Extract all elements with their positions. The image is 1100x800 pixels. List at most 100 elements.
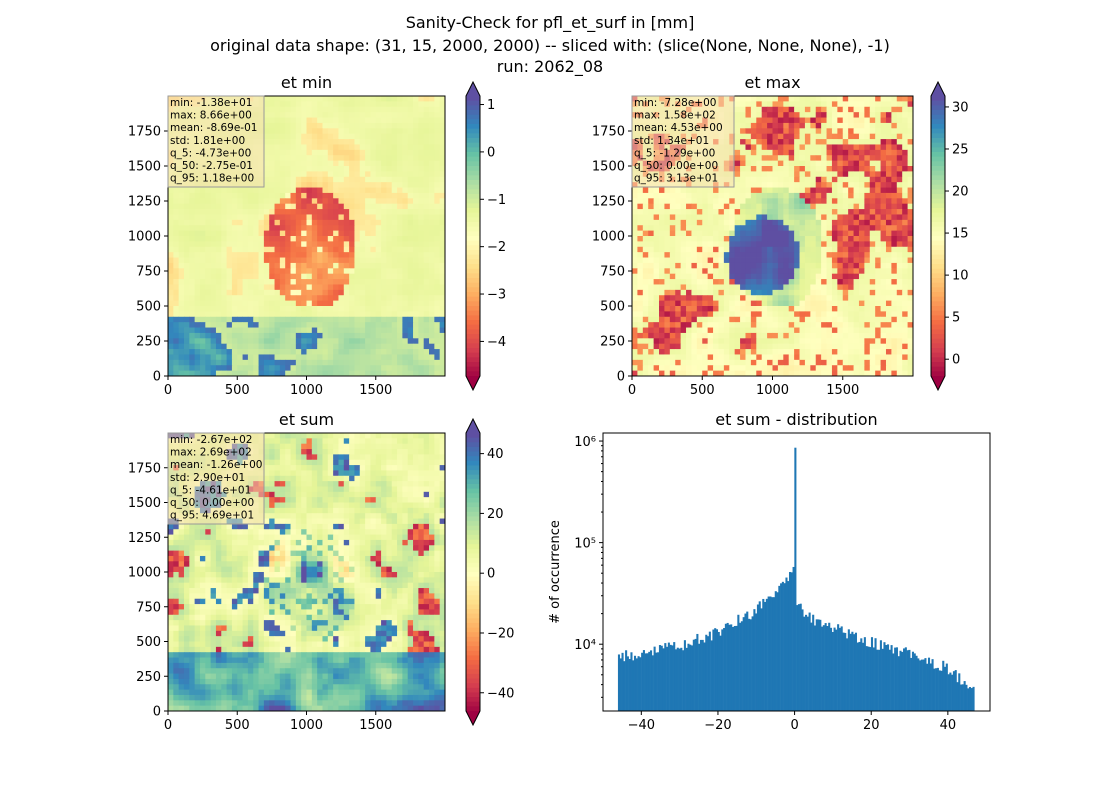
- histogram-bar: [831, 631, 834, 711]
- histogram-bar: [701, 639, 704, 711]
- histogram-bar: [694, 638, 697, 711]
- colorbar-segment: [931, 110, 945, 116]
- colorbar-tick-label: 20: [952, 185, 969, 200]
- histogram-bar: [810, 622, 813, 711]
- colorbar-segment: [466, 119, 480, 125]
- colorbar-segment: [931, 133, 945, 139]
- colorbar-tick-label: 0: [487, 145, 495, 160]
- histogram-bar: [707, 636, 710, 711]
- histogram-bar: [954, 670, 957, 711]
- histogram-bar: [650, 650, 653, 711]
- histogram-bar: [666, 646, 669, 711]
- histogram-bar: [705, 634, 708, 711]
- histogram-bar: [664, 643, 667, 711]
- stats-line: max: 8.66e+00: [170, 110, 252, 122]
- histogram-bar: [913, 653, 916, 711]
- stats-line: q_5: -1.29e+00: [634, 147, 715, 159]
- colorbar-tick-label: −4: [487, 335, 506, 350]
- histogram-bar: [906, 650, 909, 711]
- x-tick-label: 1500: [826, 383, 859, 398]
- colorbar-segment: [466, 282, 480, 288]
- y-tick-label: 250: [136, 335, 161, 350]
- colorbar-segment: [466, 576, 480, 582]
- colorbar-segment: [466, 567, 480, 573]
- y-tick-label: 750: [136, 600, 161, 615]
- colorbar-segment: [931, 310, 945, 316]
- colorbar-segment: [466, 352, 480, 358]
- colorbar-segment: [466, 273, 480, 279]
- histogram-bar: [881, 648, 884, 711]
- colorbar-segment: [466, 544, 480, 550]
- colorbar-segment: [466, 530, 480, 536]
- colorbar-segment: [466, 521, 480, 527]
- colorbar-segment: [466, 622, 480, 629]
- colorbar-segment: [466, 502, 480, 508]
- figure-title-line-1: Sanity-Check for pfl_et_surf in [mm]: [405, 13, 695, 32]
- histogram-bar: [756, 604, 759, 711]
- colorbar-segment: [466, 371, 480, 377]
- colorbar-segment: [931, 371, 945, 377]
- histogram-bar: [933, 668, 936, 711]
- histogram-bar: [721, 629, 724, 711]
- histogram-bar: [676, 647, 679, 711]
- histogram-bar: [910, 657, 913, 711]
- histogram-bar: [726, 622, 729, 711]
- colorbar-segment: [466, 460, 480, 466]
- stats-line: mean: 4.53e+00: [634, 122, 723, 134]
- colorbar-segment: [931, 203, 945, 209]
- colorbar-segment: [466, 301, 480, 307]
- colorbar-segment: [931, 250, 945, 256]
- colorbar-segment: [466, 110, 480, 116]
- histogram-bar: [856, 642, 859, 711]
- histogram-bar: [758, 601, 761, 711]
- histogram-bar: [888, 649, 891, 711]
- histogram-bar: [844, 632, 847, 711]
- histogram-bar: [662, 648, 665, 711]
- histogram-bar: [895, 647, 898, 711]
- histogram-bar: [942, 660, 945, 711]
- histogram-bar: [748, 618, 751, 711]
- stats-line: min: -1.38e+01: [170, 97, 252, 109]
- histogram-bar: [760, 608, 763, 711]
- histogram-bar: [883, 642, 886, 711]
- histogram-bar: [790, 572, 793, 711]
- histogram-bar: [710, 640, 713, 711]
- histogram-bar: [915, 655, 918, 711]
- stats-line: q_5: -4.73e+00: [170, 147, 251, 159]
- colorbar-segment: [466, 240, 480, 246]
- stats-line: std: 2.90e+01: [170, 472, 245, 484]
- colorbar-segment: [466, 646, 480, 652]
- histogram-bar: [908, 649, 911, 711]
- histogram-bar: [945, 663, 948, 711]
- histogram-bar: [641, 652, 644, 711]
- histogram-bar: [621, 652, 624, 711]
- histogram-bar: [894, 647, 897, 711]
- stats-line: q_5: -4.61e+01: [170, 484, 251, 496]
- colorbar-segment: [466, 433, 480, 439]
- histogram-bar: [951, 674, 954, 711]
- histogram-bar: [829, 627, 833, 711]
- histogram-bar: [774, 591, 777, 711]
- histogram-bar: [865, 646, 868, 711]
- y-tick-label: 0: [153, 705, 161, 720]
- colorbar-segment: [931, 268, 945, 274]
- histogram-bar: [799, 603, 802, 711]
- y-tick-label: 1250: [128, 195, 161, 210]
- histogram-bar: [682, 650, 685, 711]
- histogram-bar: [967, 688, 970, 711]
- colorbar-tick-label: 25: [952, 142, 969, 157]
- colorbar-segment: [931, 254, 945, 260]
- histogram-bar: [625, 650, 628, 711]
- histogram-bar: [733, 625, 736, 711]
- colorbar-segment: [466, 189, 480, 195]
- colorbar-segment: [466, 152, 480, 158]
- colorbar-tick-label: 5: [952, 311, 960, 326]
- histogram-bar: [860, 638, 863, 711]
- histogram-bar: [764, 601, 767, 711]
- colorbar-segment: [931, 240, 945, 246]
- colorbar-segment: [931, 315, 945, 321]
- histogram-bar: [783, 583, 786, 711]
- histogram-bar: [801, 609, 804, 711]
- histogram-bar: [771, 597, 774, 711]
- stats-line: std: 1.34e+01: [634, 135, 709, 147]
